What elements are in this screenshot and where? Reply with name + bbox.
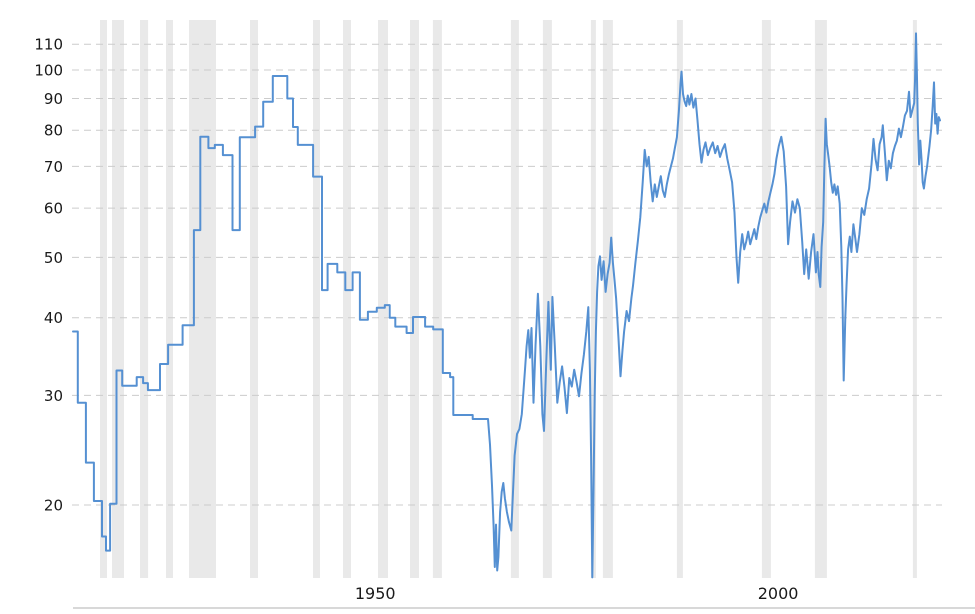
recession-band [761,20,771,578]
x-axis-tick-label-1950: 1950 [355,584,396,603]
y-axis-tick-label: 60 [44,200,63,218]
recession-band [912,20,917,578]
y-axis-tick-label: 40 [44,309,63,327]
recession-band [410,20,419,578]
recession-band [814,20,827,578]
recession-band [313,20,320,578]
recession-band [590,20,596,578]
recession-band [166,20,173,578]
y-axis-tick-label: 90 [44,90,63,108]
ratio-line-series [72,32,941,579]
recession-band [676,20,683,578]
x-axis-tick-label-2000: 2000 [758,584,799,603]
recession-band [140,20,149,578]
recession-band [542,20,552,578]
recession-band [378,20,388,578]
y-axis-tick-label: 80 [44,122,63,140]
recession-band [100,20,107,578]
y-axis-tick-label: 70 [44,158,63,176]
recession-band [343,20,351,578]
recession-band [432,20,442,578]
y-axis-tick-label: 20 [44,496,63,514]
recession-band [602,20,613,578]
recession-band [510,20,519,578]
y-axis-tick-label: 100 [34,61,63,79]
recession-band [250,20,258,578]
y-axis-tick-label: 110 [34,36,63,54]
y-axis-tick-label: 50 [44,249,63,267]
recession-band [112,20,124,578]
y-axis-tick-label: 30 [44,387,63,405]
